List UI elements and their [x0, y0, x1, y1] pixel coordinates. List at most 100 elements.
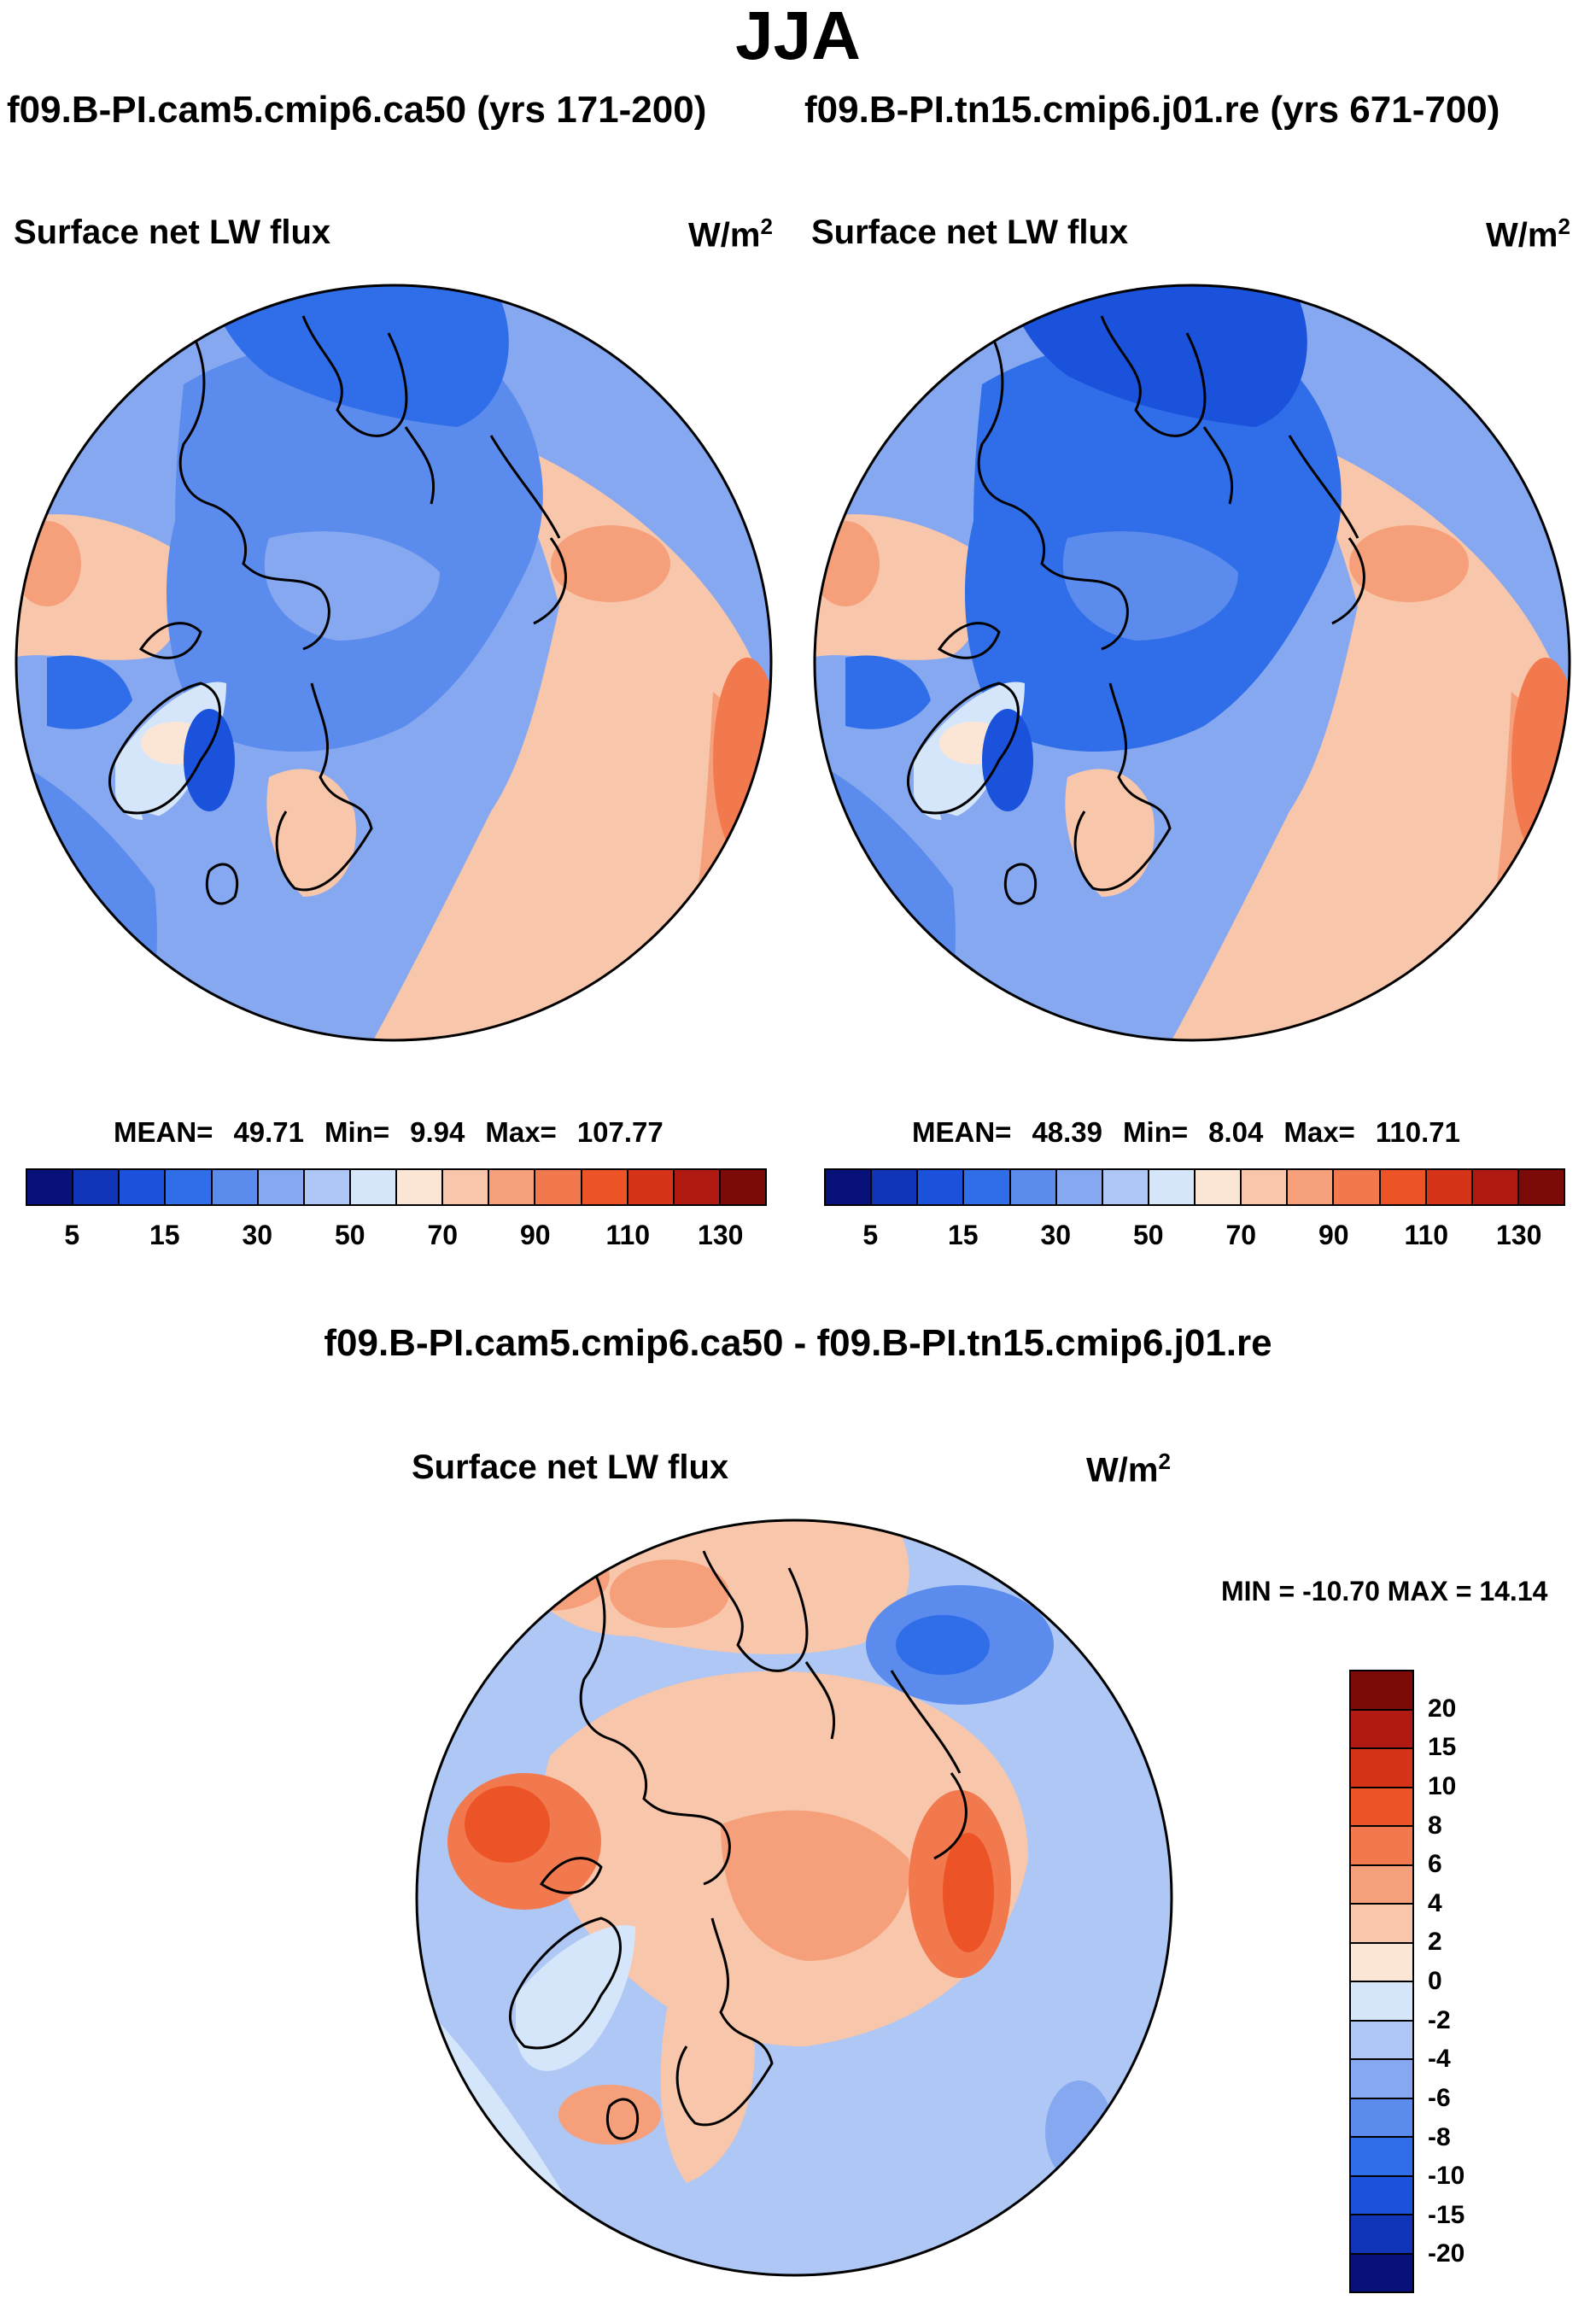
diff-colorbar-label: 20 [1428, 1694, 1457, 1723]
right-colorbar-swatch [918, 1170, 965, 1204]
right-colorbar-swatch [1056, 1170, 1103, 1204]
case2-title: f09.B-PI.tn15.cmip6.j01.re (yrs 671-700) [804, 89, 1500, 131]
left-colorbar-label: 5 [64, 1220, 80, 1250]
right-colorbar-swatch [1518, 1170, 1564, 1204]
diff-colorbar-label: -10 [1428, 2162, 1465, 2191]
right-min-label: Min= [1123, 1116, 1189, 1148]
right-colorbar-label: 130 [1496, 1220, 1542, 1250]
left-colorbar-label: 110 [605, 1220, 651, 1250]
left-panel-units: W/m2 [688, 214, 773, 255]
diff-colorbar-label: -6 [1428, 2083, 1451, 2112]
right-colorbar-label: 90 [1318, 1220, 1349, 1250]
diff-colorbar [1349, 1670, 1414, 2293]
right-max-label: Max= [1283, 1116, 1355, 1148]
right-mean-value: 48.39 [1032, 1116, 1103, 1148]
left-colorbar-swatch [27, 1170, 74, 1204]
right-colorbar-swatch [826, 1170, 873, 1204]
left-colorbar-label: 30 [242, 1220, 273, 1250]
left-colorbar-label: 70 [427, 1220, 459, 1250]
diff-colorbar-label: -2 [1428, 2005, 1451, 2034]
left-colorbar-swatch [628, 1170, 675, 1204]
diff-colorbar-swatch [1351, 2098, 1412, 2138]
right-colorbar [824, 1168, 1565, 1206]
right-colorbar-label: 50 [1132, 1220, 1164, 1250]
diff-colorbar-swatch [1351, 1788, 1412, 1827]
diff-colorbar-swatch [1351, 2138, 1412, 2177]
right-max-value: 110.71 [1375, 1116, 1460, 1148]
right-colorbar-swatch [1149, 1170, 1196, 1204]
left-panel-stats: MEAN= 49.71 Min= 9.94 Max= 107.77 [114, 1116, 684, 1149]
diff-colorbar-label: -20 [1428, 2239, 1465, 2268]
diff-colorbar-swatch [1351, 1982, 1412, 2022]
left-panel-variable: Surface net LW flux [14, 214, 331, 251]
left-colorbar-swatch [258, 1170, 305, 1204]
left-colorbar-swatch [166, 1170, 213, 1204]
left-min-value: 9.94 [410, 1116, 465, 1148]
left-colorbar-swatch [212, 1170, 259, 1204]
diff-polar-map [415, 1519, 1173, 2277]
right-colorbar-swatch [1426, 1170, 1473, 1204]
right-colorbar-swatch [1472, 1170, 1519, 1204]
diff-colorbar-labels: 20 15 10 8 6 4 2 0 -2 -4 -6 -8 -10 -15 -20 [1428, 1670, 1496, 2293]
left-colorbar-swatch [535, 1170, 582, 1204]
diff-colorbar-label: 15 [1428, 1733, 1457, 1762]
left-min-label: Min= [324, 1116, 390, 1148]
diff-colorbar-label: -15 [1428, 2200, 1465, 2229]
right-min-value: 8.04 [1208, 1116, 1264, 1148]
left-mean-value: 49.71 [233, 1116, 305, 1148]
diff-colorbar-label: 6 [1428, 1850, 1442, 1879]
diff-colorbar-swatch [1351, 1749, 1412, 1788]
left-max-label: Max= [485, 1116, 557, 1148]
left-colorbar-swatch [443, 1170, 490, 1204]
diff-colorbar-swatch [1351, 2254, 1412, 2291]
diff-colorbar-swatch [1351, 1710, 1412, 1749]
left-colorbar-label: 90 [519, 1220, 551, 1250]
diff-colorbar-swatch [1351, 1905, 1412, 1944]
left-polar-map [15, 284, 773, 1042]
diff-colorbar-label: 0 [1428, 1967, 1442, 1995]
left-colorbar-swatch [397, 1170, 444, 1204]
right-mean-label: MEAN= [912, 1116, 1012, 1148]
left-colorbar-swatch [304, 1170, 351, 1204]
diff-colorbar-label: -8 [1428, 2122, 1451, 2151]
diff-panel-variable: Surface net LW flux [412, 1448, 729, 1486]
left-max-value: 107.77 [576, 1116, 664, 1148]
right-colorbar-swatch [1288, 1170, 1335, 1204]
case1-title: f09.B-PI.cam5.cmip6.ca50 (yrs 171-200) [7, 89, 707, 131]
diff-title: f09.B-PI.cam5.cmip6.ca50 - f09.B-PI.tn15… [324, 1322, 1272, 1364]
diff-colorbar-label: 2 [1428, 1928, 1442, 1957]
diff-panel-units: W/m2 [1086, 1448, 1171, 1489]
diff-colorbar-swatch [1351, 2021, 1412, 2060]
diff-colorbar-swatch [1351, 2176, 1412, 2215]
left-mean-label: MEAN= [114, 1116, 213, 1148]
left-colorbar-labels: 5 15 30 50 70 90 110 130 [26, 1220, 767, 1254]
diff-colorbar-label: -4 [1428, 2045, 1451, 2074]
right-colorbar-label: 30 [1040, 1220, 1072, 1250]
right-colorbar-swatch [1380, 1170, 1427, 1204]
diff-colorbar-label: 4 [1428, 1888, 1442, 1917]
diff-minmax: MIN = -10.70 MAX = 14.14 [1221, 1576, 1548, 1606]
diff-colorbar-swatch [1351, 1671, 1412, 1711]
diff-colorbar-label: 10 [1428, 1771, 1457, 1800]
right-colorbar-swatch [964, 1170, 1011, 1204]
left-colorbar-swatch [120, 1170, 167, 1204]
right-colorbar-label: 110 [1404, 1220, 1449, 1250]
left-colorbar-label: 15 [149, 1220, 180, 1250]
right-colorbar-labels: 5 15 30 50 70 90 110 130 [824, 1220, 1565, 1254]
right-panel-stats: MEAN= 48.39 Min= 8.04 Max= 110.71 [912, 1116, 1481, 1149]
left-colorbar-label: 130 [698, 1220, 744, 1250]
left-colorbar-label: 50 [334, 1220, 365, 1250]
diff-colorbar-swatch [1351, 1827, 1412, 1866]
left-colorbar-swatch [720, 1170, 765, 1204]
diff-colorbar-swatch [1351, 1865, 1412, 1905]
left-colorbar-swatch [582, 1170, 628, 1204]
diff-colorbar-swatch [1351, 1943, 1412, 1982]
season-title: JJA [735, 0, 861, 73]
left-colorbar-swatch [674, 1170, 721, 1204]
diff-colorbar-swatch [1351, 2060, 1412, 2099]
right-polar-map [813, 284, 1571, 1042]
right-colorbar-label: 70 [1225, 1220, 1257, 1250]
right-colorbar-swatch [1196, 1170, 1242, 1204]
right-colorbar-swatch [1242, 1170, 1289, 1204]
right-panel-units: W/m2 [1486, 214, 1570, 255]
